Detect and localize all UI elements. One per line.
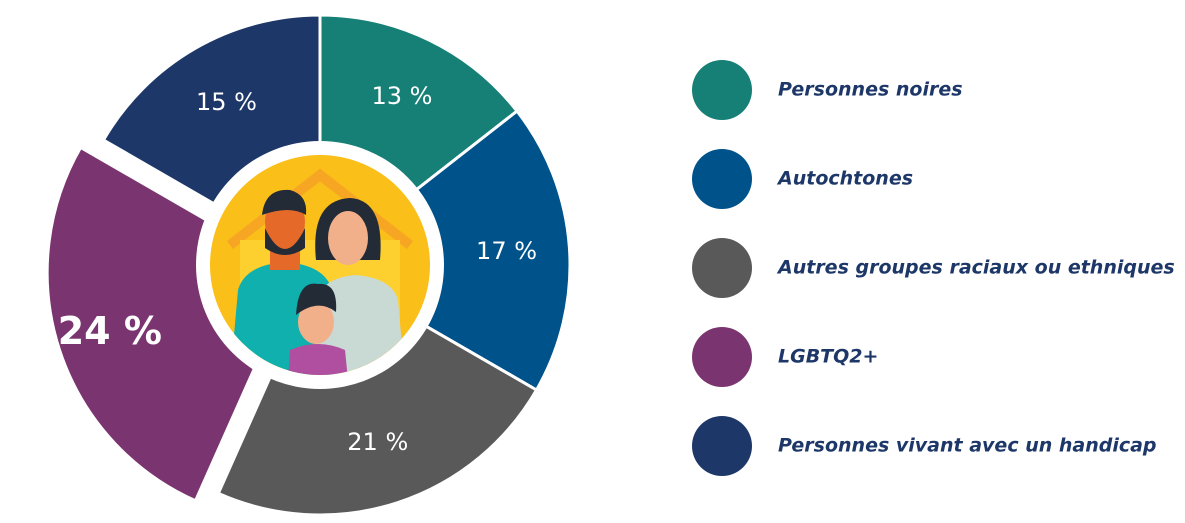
value-label: 21 %	[347, 428, 408, 456]
value-label: 13 %	[371, 82, 432, 110]
legend-label: Personnes vivant avec un handicap	[778, 435, 1157, 457]
value-label: 15 %	[196, 88, 257, 116]
legend-label: Autochtones	[776, 168, 913, 190]
legend: Personnes noires Autochtones Autres groupe…	[692, 60, 1175, 476]
legend-swatch	[692, 416, 752, 476]
value-label: 24 %	[58, 309, 162, 353]
legend-swatch	[692, 60, 752, 120]
legend-label: LGBTQ2+	[778, 346, 878, 368]
legend-swatch	[692, 327, 752, 387]
legend-swatch	[692, 149, 752, 209]
legend-label: Personnes noires	[778, 79, 963, 101]
legend-swatch	[692, 238, 752, 298]
value-label: 17 %	[476, 237, 537, 265]
chart: 13 % 17 % 21 % 24 % 15 % Personnes noires Aut…	[0, 0, 1185, 523]
legend-label: Autres groupes raciaux ou ethniques	[776, 257, 1175, 279]
